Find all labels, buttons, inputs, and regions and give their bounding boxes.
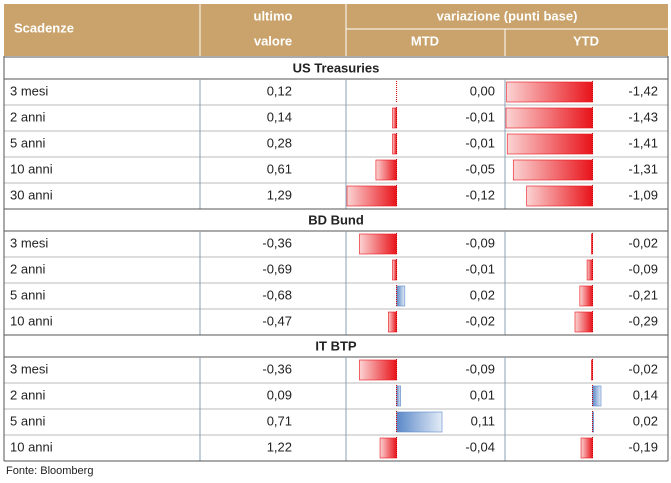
source-note: Fonte: Bloomberg bbox=[6, 465, 93, 477]
last-value: -0,68 bbox=[262, 287, 292, 302]
maturity: 3 mesi bbox=[10, 361, 48, 376]
ytd-value: -1,41 bbox=[628, 135, 658, 150]
mtd-value: -0,01 bbox=[465, 109, 495, 124]
data-bar bbox=[574, 311, 593, 333]
last-value: 1,29 bbox=[267, 187, 292, 202]
header-mtd: MTD bbox=[411, 33, 439, 48]
data-bar bbox=[396, 385, 401, 407]
mtd-value: -0,09 bbox=[465, 235, 495, 250]
header-last: valore bbox=[254, 33, 292, 48]
data-bar bbox=[506, 81, 593, 103]
section-title: BD Bund bbox=[308, 212, 364, 227]
mtd-value: -0,02 bbox=[465, 313, 495, 328]
mtd-value: -0,04 bbox=[465, 439, 495, 454]
maturity: 5 anni bbox=[10, 287, 46, 302]
last-value: 0,12 bbox=[267, 83, 292, 98]
header-bg bbox=[4, 4, 668, 56]
ytd-value: -1,09 bbox=[628, 187, 658, 202]
maturity: 2 anni bbox=[10, 109, 46, 124]
last-value: -0,47 bbox=[262, 313, 292, 328]
maturity: 3 mesi bbox=[10, 235, 48, 250]
data-bar bbox=[379, 437, 397, 459]
ytd-value: -0,21 bbox=[628, 287, 658, 302]
data-bar bbox=[506, 133, 593, 155]
last-value: 1,22 bbox=[267, 439, 292, 454]
last-value: 0,71 bbox=[267, 413, 292, 428]
ytd-value: -1,31 bbox=[628, 161, 658, 176]
maturity: 10 anni bbox=[10, 161, 53, 176]
data-bar bbox=[526, 185, 593, 207]
ytd-value: -0,02 bbox=[628, 361, 658, 376]
data-bar bbox=[586, 259, 593, 281]
ytd-value: -0,19 bbox=[628, 439, 658, 454]
header-change: variazione (punti base) bbox=[437, 8, 578, 23]
ytd-value: 0,02 bbox=[633, 413, 658, 428]
last-value: 0,09 bbox=[267, 387, 292, 402]
data-bar bbox=[580, 437, 593, 459]
data-bar bbox=[346, 185, 397, 207]
ytd-value: -0,29 bbox=[628, 313, 658, 328]
mtd-value: 0,01 bbox=[470, 387, 495, 402]
maturity: 3 mesi bbox=[10, 83, 48, 98]
data-bar bbox=[359, 233, 397, 255]
data-bar bbox=[388, 311, 397, 333]
ytd-value: -1,43 bbox=[628, 109, 658, 124]
ytd-value: 0,14 bbox=[633, 387, 658, 402]
section-title: US Treasuries bbox=[293, 60, 380, 75]
header-last: ultimo bbox=[254, 8, 293, 23]
maturity: 10 anni bbox=[10, 313, 53, 328]
ytd-value: -1,42 bbox=[628, 83, 658, 98]
last-value: -0,36 bbox=[262, 361, 292, 376]
data-bar bbox=[375, 159, 397, 181]
data-bar bbox=[392, 259, 397, 281]
mtd-value: 0,11 bbox=[471, 413, 495, 428]
data-bar bbox=[505, 107, 593, 129]
data-bar bbox=[512, 159, 593, 181]
maturity: 2 anni bbox=[10, 387, 46, 402]
last-value: -0,36 bbox=[262, 235, 292, 250]
section-title: IT BTP bbox=[315, 338, 356, 353]
data-bar bbox=[392, 107, 397, 129]
ytd-value: -0,02 bbox=[628, 235, 658, 250]
data-bar bbox=[359, 359, 397, 381]
maturity: 2 anni bbox=[10, 261, 46, 276]
mtd-value: -0,01 bbox=[465, 135, 495, 150]
ytd-value: -0,09 bbox=[628, 261, 658, 276]
maturity: 5 anni bbox=[10, 135, 46, 150]
last-value: 0,14 bbox=[267, 109, 292, 124]
last-value: -0,69 bbox=[262, 261, 292, 276]
data-bar bbox=[579, 285, 593, 307]
mtd-value: -0,05 bbox=[465, 161, 495, 176]
data-bar bbox=[396, 411, 443, 433]
last-value: 0,28 bbox=[267, 135, 292, 150]
maturity: 5 anni bbox=[10, 413, 46, 428]
mtd-value: -0,01 bbox=[465, 261, 495, 276]
data-bar bbox=[392, 133, 397, 155]
last-value: 0,61 bbox=[267, 161, 292, 176]
header-ytd: YTD bbox=[573, 33, 599, 48]
mtd-value: 0,00 bbox=[470, 83, 495, 98]
mtd-value: -0,09 bbox=[465, 361, 495, 376]
data-bar bbox=[592, 385, 602, 407]
mtd-value: 0,02 bbox=[470, 287, 495, 302]
maturity: 10 anni bbox=[10, 439, 53, 454]
mtd-value: -0,12 bbox=[465, 187, 495, 202]
data-bar bbox=[396, 285, 406, 307]
header-maturity: Scadenze bbox=[14, 20, 74, 35]
maturity: 30 anni bbox=[10, 187, 53, 202]
